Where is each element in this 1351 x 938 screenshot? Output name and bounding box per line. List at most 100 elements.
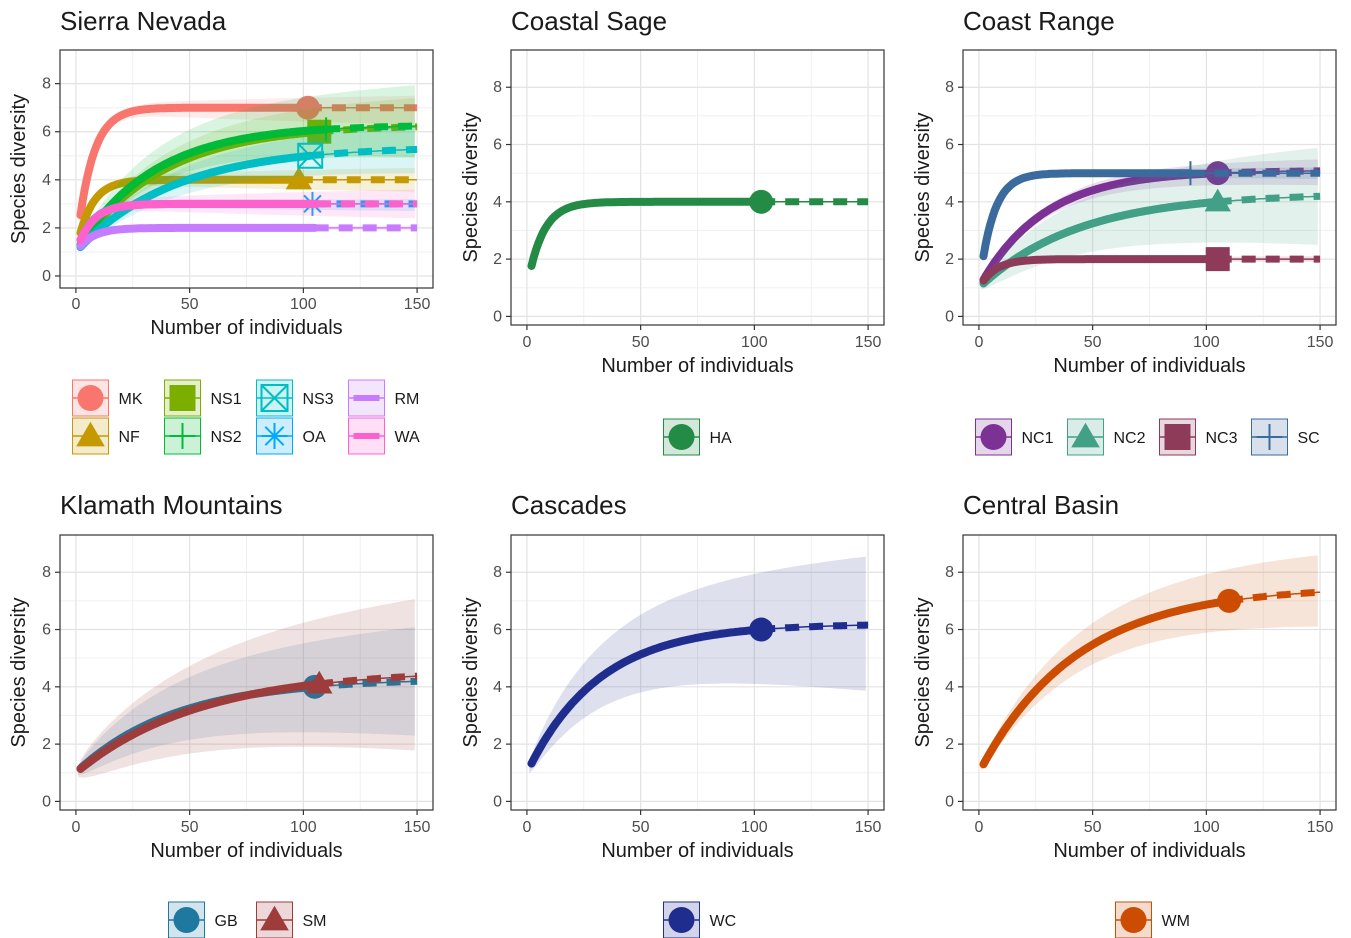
series-wc [527,556,869,774]
confidence-band [981,167,1318,272]
x-tick-label: 100 [1193,334,1220,351]
observed-point [1217,588,1242,613]
legend-label: OA [303,429,326,446]
chart-title: Coastal Sage [511,6,667,36]
x-tick-label: 0 [71,296,80,313]
interpolation-line [76,199,321,245]
legend-key-marker [260,905,289,931]
y-tick-label: 2 [945,736,954,753]
legend-label: NC2 [1114,430,1146,447]
series-wa [76,189,418,247]
y-tick-label: 8 [493,564,502,581]
legend: NC1 NC2 NC3 SC [975,418,1320,456]
y-tick-label: 0 [42,268,51,285]
legend-item-nc2: NC2 [1067,418,1146,456]
legend: MK NF NS1 NS2 NS3 OA RM WA [72,379,421,455]
observed-point [749,189,774,214]
y-tick-label: 0 [493,793,502,810]
x-tick-label: 0 [71,819,80,836]
plot-border [510,49,885,326]
legend-item-nc3: NC3 [1159,418,1238,456]
legend-key-marker [353,395,380,401]
x-tick-label: 100 [290,296,317,313]
observed-point [314,117,339,142]
legend-label: NC1 [1022,430,1054,447]
y-tick-label: 2 [42,736,51,753]
x-axis-label: Number of individuals [1053,355,1245,377]
x-tick-label: 150 [1307,334,1334,351]
x-tick-label: 150 [404,296,431,313]
series-nc3 [979,247,1321,285]
y-tick-label: 0 [493,308,502,325]
y-tick-label: 4 [945,194,954,211]
x-tick-label: 100 [290,819,317,836]
y-tick-label: 2 [42,220,51,237]
confidence-band [78,125,415,252]
y-tick-label: 6 [493,137,502,154]
y-tick-label: 8 [42,564,51,581]
legend-item-wa: WA [348,417,421,455]
legend-key-marker [76,421,105,447]
legend-label: WA [395,429,421,446]
legend-label: GB [215,913,238,930]
legend-label: NC3 [1206,430,1238,447]
y-tick-label: 2 [945,251,954,268]
interpolation-line [979,197,1222,288]
y-tick-label: 8 [945,564,954,581]
chart-title: Coast Range [963,6,1115,36]
legend-item-rm: RM [348,379,420,417]
legend-key-marker [173,907,200,933]
x-tick-label: 100 [1193,819,1220,836]
legend-item-ns1: NS1 [164,379,242,417]
interpolation-line [76,151,315,252]
legend-label: WC [710,913,737,930]
x-tick-label: 0 [974,334,983,351]
legend-item-nc1: NC1 [975,418,1054,456]
legend-label: NS2 [211,429,242,446]
interpolation-line [76,125,331,249]
legend-item-ns2: NS2 [164,417,242,455]
y-axis-label: Species diversity [460,112,482,262]
legend-label: NS3 [303,391,334,408]
y-tick-label: 0 [945,308,954,325]
legend-key-marker [77,385,104,411]
y-tick-label: 4 [42,172,51,189]
legend-item-nf: NF [72,417,140,455]
y-tick-label: 0 [42,793,51,810]
legend-item-ha: HA [663,418,732,456]
y-tick-label: 4 [945,679,954,696]
chart-panel: Coastal Sage 0 50 100 150 0 2 4 6 8 Number of indi… [460,6,885,456]
y-tick-label: 6 [42,124,51,141]
y-tick-label: 6 [945,137,954,154]
legend-key-marker [260,384,289,412]
interpolation-line [76,680,324,773]
chart-panel: Cascades 0 50 100 150 0 2 4 6 8 Number of individu… [460,490,885,938]
legend-item-oa: OA [256,417,326,455]
legend-key-marker [1164,424,1191,450]
legend: GB SM [168,901,327,938]
x-tick-label: 50 [181,296,199,313]
chart-title: Cascades [511,490,627,520]
extrapolation-line [309,145,418,160]
x-tick-label: 50 [1084,334,1102,351]
y-axis-label: Species diversity [912,597,934,747]
series-rm [76,223,418,250]
x-tick-label: 150 [855,334,882,351]
y-tick-label: 2 [493,736,502,753]
interpolation-line [979,596,1234,769]
y-tick-label: 0 [945,793,954,810]
legend: WM [1115,901,1190,938]
legend-key-marker [1120,907,1147,933]
plot-border [59,49,434,289]
x-tick-label: 0 [522,334,531,351]
extrapolation-line [325,122,418,133]
interpolation-line [979,255,1222,285]
chart-panel: Klamath Mountains 0 50 100 150 0 2 4 6 8 Number of… [8,490,434,938]
legend-label: RM [395,391,420,408]
legend-key-marker [169,423,196,449]
chart-title: Sierra Nevada [60,6,227,36]
legend-key-marker [668,907,695,933]
confidence-band [78,627,415,776]
series-ha [527,189,869,277]
